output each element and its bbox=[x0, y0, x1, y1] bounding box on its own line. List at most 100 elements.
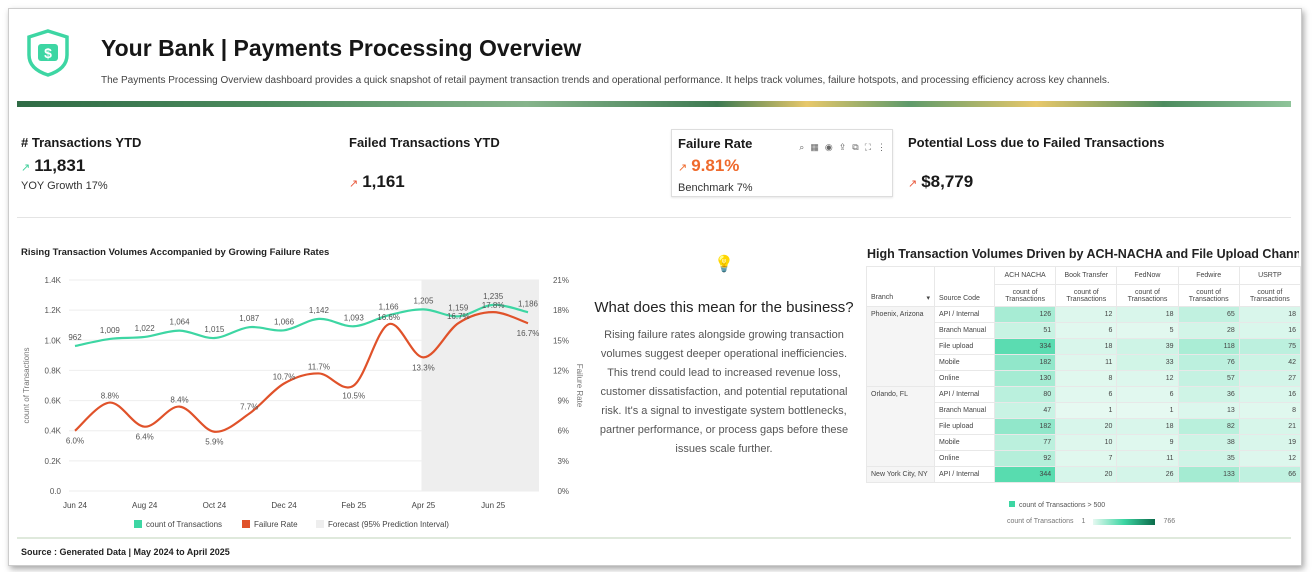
banner-image bbox=[17, 101, 1291, 107]
more-icon[interactable]: ⋮ bbox=[877, 142, 886, 152]
branch-cell: Orlando, FL bbox=[866, 386, 935, 467]
kpi-title: Failed Transactions YTD bbox=[349, 135, 500, 150]
kpi-value: 9.81% bbox=[691, 156, 740, 175]
y-tick-label: 0.4K bbox=[45, 427, 62, 436]
data-label: 1,186 bbox=[518, 299, 539, 308]
value-cell: 65 bbox=[1177, 306, 1240, 323]
threshold-legend: count of Transactions > 500 bbox=[1009, 501, 1105, 509]
value-cell: 75 bbox=[1238, 338, 1301, 355]
value-cell: 10 bbox=[1055, 434, 1118, 451]
insight-panel: 💡 What does this mean for the business? … bbox=[594, 254, 854, 459]
value-cell: 8 bbox=[1055, 370, 1118, 387]
kpi-title: Potential Loss due to Failed Transaction… bbox=[908, 135, 1165, 150]
value-cell: 92 bbox=[993, 450, 1057, 467]
fullscreen-icon[interactable]: ⛶ bbox=[864, 142, 871, 152]
legend-swatch bbox=[134, 520, 142, 528]
pivot-table: Branch ▾ Source Code ACH NACHA Book Transfe… bbox=[866, 266, 1301, 483]
table-row: File upload 334 18 39 118 75 bbox=[867, 338, 1301, 355]
value-cell: 7 bbox=[1055, 450, 1118, 467]
y2-tick-label: 18% bbox=[553, 306, 569, 315]
value-cell: 334 bbox=[993, 338, 1057, 355]
insight-body: Rising failure rates alongside growing t… bbox=[599, 329, 849, 455]
kpi-sub: Benchmark 7% bbox=[678, 182, 753, 194]
value-cell: 82 bbox=[1177, 418, 1240, 435]
value-cell: 11 bbox=[1116, 450, 1179, 467]
value-cell: 12 bbox=[1055, 306, 1118, 323]
data-label: 8.4% bbox=[170, 396, 188, 405]
column-header: USRTP bbox=[1238, 266, 1301, 285]
kpi-title: # Transactions YTD bbox=[21, 135, 142, 150]
measure-header: count of Transactions bbox=[1238, 284, 1301, 307]
table-row: New York City, NY API / Internal 344 20 26 13… bbox=[866, 466, 1301, 483]
value-cell: 344 bbox=[993, 466, 1057, 483]
x-tick-label: Apr 25 bbox=[412, 501, 436, 510]
legend-label: Failure Rate bbox=[254, 520, 298, 529]
value-cell: 11 bbox=[1055, 354, 1118, 371]
table-row: File upload 182 20 18 82 21 bbox=[867, 418, 1301, 435]
branch-cell: New York City, NY bbox=[866, 466, 935, 483]
sort-icon[interactable]: ▾ bbox=[926, 295, 930, 302]
value-cell: 19 bbox=[1238, 434, 1301, 451]
y2-tick-label: 12% bbox=[553, 366, 569, 375]
x-tick-label: Jun 24 bbox=[63, 501, 88, 510]
data-label: 1,022 bbox=[135, 324, 156, 333]
lightbulb-icon: 💡 bbox=[714, 256, 734, 273]
search-icon[interactable]: ⌕ bbox=[799, 142, 805, 152]
source-cell: API / Internal bbox=[934, 466, 995, 483]
export-icon[interactable]: ⇪ bbox=[838, 142, 847, 152]
value-cell: 39 bbox=[1116, 338, 1179, 355]
source-note: Source : Generated Data | May 2024 to Ap… bbox=[21, 547, 230, 557]
table-row: Online 130 8 12 57 27 bbox=[867, 370, 1301, 387]
value-cell: 126 bbox=[993, 306, 1057, 323]
value-cell: 6 bbox=[1055, 322, 1118, 339]
data-label: 10.5% bbox=[342, 392, 365, 401]
kpi-sub: YOY Growth 17% bbox=[21, 180, 108, 192]
copy-icon[interactable]: ⧉ bbox=[852, 142, 859, 152]
failure-rate-line bbox=[74, 311, 529, 433]
kpi-value: 1,161 bbox=[362, 172, 405, 191]
kpi-failure-rate[interactable]: Failure Rate ⌕ ▦ ◉ ⇪ ⧉ ⛶ ⋮ ↗ 9.81% Benchmark 7% bbox=[671, 129, 893, 197]
value-cell: 35 bbox=[1177, 450, 1240, 467]
source-cell: Branch Manual bbox=[934, 402, 995, 419]
scale-bar bbox=[1093, 518, 1156, 525]
source-cell: File upload bbox=[934, 418, 995, 435]
kpi-value: 11,831 bbox=[34, 156, 86, 175]
branch-header[interactable]: Branch ▾ bbox=[866, 266, 935, 307]
trend-up-icon: ↗ bbox=[349, 178, 359, 190]
value-cell: 182 bbox=[993, 418, 1057, 435]
measure-header: count of Transactions bbox=[1055, 284, 1118, 307]
y2-tick-label: 6% bbox=[557, 427, 569, 436]
data-label: 5.9% bbox=[205, 438, 223, 447]
data-label: 11.7% bbox=[308, 362, 330, 371]
data-label: 1,064 bbox=[170, 318, 191, 327]
kpi-failed: Failed Transactions YTD ↗ 1,161 bbox=[349, 135, 500, 192]
target-icon[interactable]: ◉ bbox=[824, 142, 833, 152]
source-cell: File upload bbox=[934, 338, 995, 355]
transactions-line bbox=[74, 303, 529, 348]
table-row: Mobile 77 10 9 38 19 bbox=[867, 434, 1301, 451]
value-cell: 133 bbox=[1177, 466, 1240, 483]
tile-toolbar: ⌕ ▦ ◉ ⇪ ⧉ ⛶ ⋮ bbox=[793, 137, 886, 155]
value-cell: 1 bbox=[1116, 402, 1179, 419]
kpi-value: $8,779 bbox=[921, 172, 974, 191]
trend-up-icon: ↗ bbox=[21, 162, 31, 174]
y2-tick-label: 9% bbox=[557, 397, 569, 406]
data-label: 1,142 bbox=[309, 306, 330, 315]
data-label: 16.6% bbox=[377, 313, 400, 322]
source-cell: API / Internal bbox=[934, 386, 995, 403]
trend-up-icon: ↗ bbox=[908, 178, 918, 190]
y-tick-label: 0.0 bbox=[50, 487, 62, 496]
value-cell: 6 bbox=[1116, 386, 1179, 403]
y-tick-label: 1.4K bbox=[45, 276, 62, 285]
data-label: 1,235 bbox=[483, 292, 504, 301]
y-tick-label: 1.0K bbox=[45, 336, 62, 345]
color-scale-legend: count of Transactions 1 766 bbox=[1007, 518, 1175, 525]
scale-max: 766 bbox=[1163, 518, 1176, 525]
data-label: 1,159 bbox=[448, 303, 469, 312]
pivot-table-scroll[interactable]: Branch ▾ Source Code ACH NACHA Book Transfe… bbox=[866, 266, 1301, 491]
y2-tick-label: 3% bbox=[557, 457, 569, 466]
filter-icon[interactable]: ▦ bbox=[810, 142, 819, 152]
value-cell: 38 bbox=[1177, 434, 1240, 451]
table-row: Mobile 182 11 33 76 42 bbox=[867, 354, 1301, 371]
y-tick-label: 0.2K bbox=[45, 457, 62, 466]
